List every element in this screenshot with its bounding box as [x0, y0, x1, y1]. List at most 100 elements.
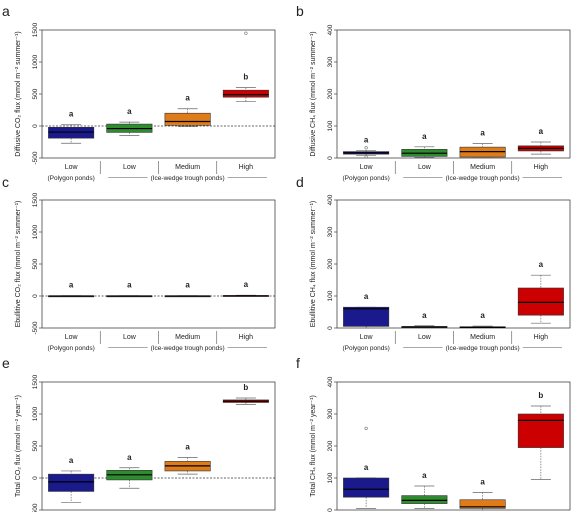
box-a-3: a	[164, 94, 211, 127]
y-tick-label: 300	[327, 408, 334, 419]
significance-letter: a	[422, 311, 427, 320]
chart-panel-a: a -500 0 500 1000 1500 Diffusive CO₂ flux (mmo…	[2, 3, 276, 182]
panel-label: a	[2, 3, 10, 19]
y-tick-label: 200	[327, 88, 334, 99]
y-axis-label: Ebullitive CO₂ flux (mmol m⁻² summer⁻¹)	[15, 201, 22, 328]
category-label: Medium	[470, 334, 495, 341]
box-c-1: a	[48, 281, 95, 298]
box-c-4: a	[222, 280, 269, 297]
box-f-2: a	[401, 471, 448, 509]
chart-panel-d: d 0 100 200 300 400 Ebullitive CH₄ flux (mmol …	[296, 174, 571, 352]
interquartile-box	[517, 413, 564, 448]
y-tick-label: 100	[327, 290, 334, 301]
category-label: High	[534, 334, 549, 341]
interquartile-box	[343, 477, 390, 498]
outlier-point	[364, 146, 368, 150]
y-tick-label: 300	[327, 226, 334, 237]
significance-letter: a	[364, 292, 369, 301]
box-c-3: a	[164, 281, 211, 298]
category-label: Low	[123, 334, 137, 341]
y-axis-label: Diffusive CO₂ flux (mmol m⁻² summer⁻¹)	[15, 31, 22, 156]
category-label: Low	[360, 164, 374, 171]
interquartile-box	[401, 495, 448, 504]
significance-letter: a	[127, 107, 132, 116]
box-b-2: a	[401, 132, 448, 158]
significance-letter: a	[364, 463, 369, 472]
interquartile-box	[459, 499, 506, 509]
significance-letter: a	[127, 281, 132, 290]
y-tick-label: 1000	[32, 406, 39, 421]
outlier-point	[364, 155, 368, 159]
y-tick-label: 400	[327, 376, 334, 387]
category-label: Low	[418, 334, 432, 341]
significance-letter: a	[69, 281, 74, 290]
chart-panel-b: b 0 100 200 300 400 Diffusive CH₄ flux (mmol m…	[296, 3, 571, 182]
panel-label: f	[296, 355, 300, 371]
y-tick-label: 0	[32, 124, 39, 128]
group-label: (Ice-wedge trough ponds)	[151, 175, 225, 182]
box-f-3: a	[459, 477, 506, 511]
box-d-3: a	[459, 311, 506, 329]
y-axis-label: Total CH₄ flux (mmol m⁻² year⁻¹)	[310, 395, 317, 497]
chart-panel-c: c -500 0 500 1000 1500 Ebullitive CO₂ flux (mm…	[2, 174, 276, 352]
y-tick-label: 0	[327, 326, 334, 330]
significance-letter: a	[422, 471, 427, 480]
category-label: High	[534, 164, 549, 171]
panel-label: b	[296, 3, 304, 19]
box-e-2: a	[106, 453, 153, 489]
interquartile-box	[222, 89, 269, 98]
y-tick-label: 1000	[32, 54, 39, 69]
category-label: Low	[418, 164, 432, 171]
significance-letter: a	[185, 281, 190, 290]
significance-letter: a	[364, 135, 369, 144]
box-a-4: b	[222, 31, 269, 103]
y-tick-label: 400	[327, 24, 334, 35]
group-label: (Ice-wedge trough ponds)	[151, 345, 225, 352]
box-e-4: b	[222, 383, 269, 405]
box-b-1: a	[343, 135, 390, 159]
y-tick-label: 500	[32, 258, 39, 269]
box-b-4: a	[517, 127, 564, 155]
significance-letter: a	[185, 94, 190, 103]
outlier-point	[364, 426, 368, 431]
y-tick-label: -500	[32, 503, 39, 512]
interquartile-box	[164, 112, 211, 126]
significance-letter: a	[422, 132, 427, 141]
panel-label: e	[2, 355, 10, 371]
y-tick-label: 1500	[32, 22, 39, 37]
category-label: Medium	[175, 164, 200, 171]
y-axis-label: Ebullitive CH₄ flux (mmol m⁻² summer⁻¹)	[310, 201, 317, 328]
box-a-1: a	[48, 110, 95, 144]
y-tick-label: 300	[327, 56, 334, 67]
interquartile-box	[343, 306, 390, 327]
y-tick-label: -500	[32, 151, 39, 164]
panel-label: d	[296, 174, 304, 190]
significance-letter: a	[185, 443, 190, 452]
y-tick-label: 0	[32, 476, 39, 480]
group-label: (Ice-wedge trough ponds)	[446, 345, 520, 352]
category-label: Low	[360, 334, 374, 341]
box-d-1: a	[343, 292, 390, 329]
significance-letter: a	[480, 311, 485, 320]
category-label: Low	[65, 334, 79, 341]
group-label: (Polygon ponds)	[342, 345, 389, 352]
y-tick-label: 0	[32, 294, 39, 298]
y-tick-label: 100	[327, 472, 334, 483]
group-label: (Polygon ponds)	[342, 175, 389, 182]
y-tick-label: 200	[327, 440, 334, 451]
interquartile-box	[48, 473, 95, 492]
category-label: High	[239, 164, 254, 171]
box-a-2: a	[106, 107, 153, 136]
interquartile-box	[517, 287, 564, 316]
box-b-3: a	[459, 129, 506, 159]
box-d-2: a	[401, 311, 448, 329]
panel-label: c	[2, 174, 9, 190]
significance-letter: a	[69, 110, 74, 119]
outlier-point	[539, 129, 543, 133]
category-label: Medium	[470, 164, 495, 171]
significance-letter: a	[480, 129, 485, 138]
group-label: (Polygon ponds)	[47, 345, 94, 352]
plot-frame	[41, 199, 276, 329]
y-tick-label: 1000	[32, 224, 39, 239]
